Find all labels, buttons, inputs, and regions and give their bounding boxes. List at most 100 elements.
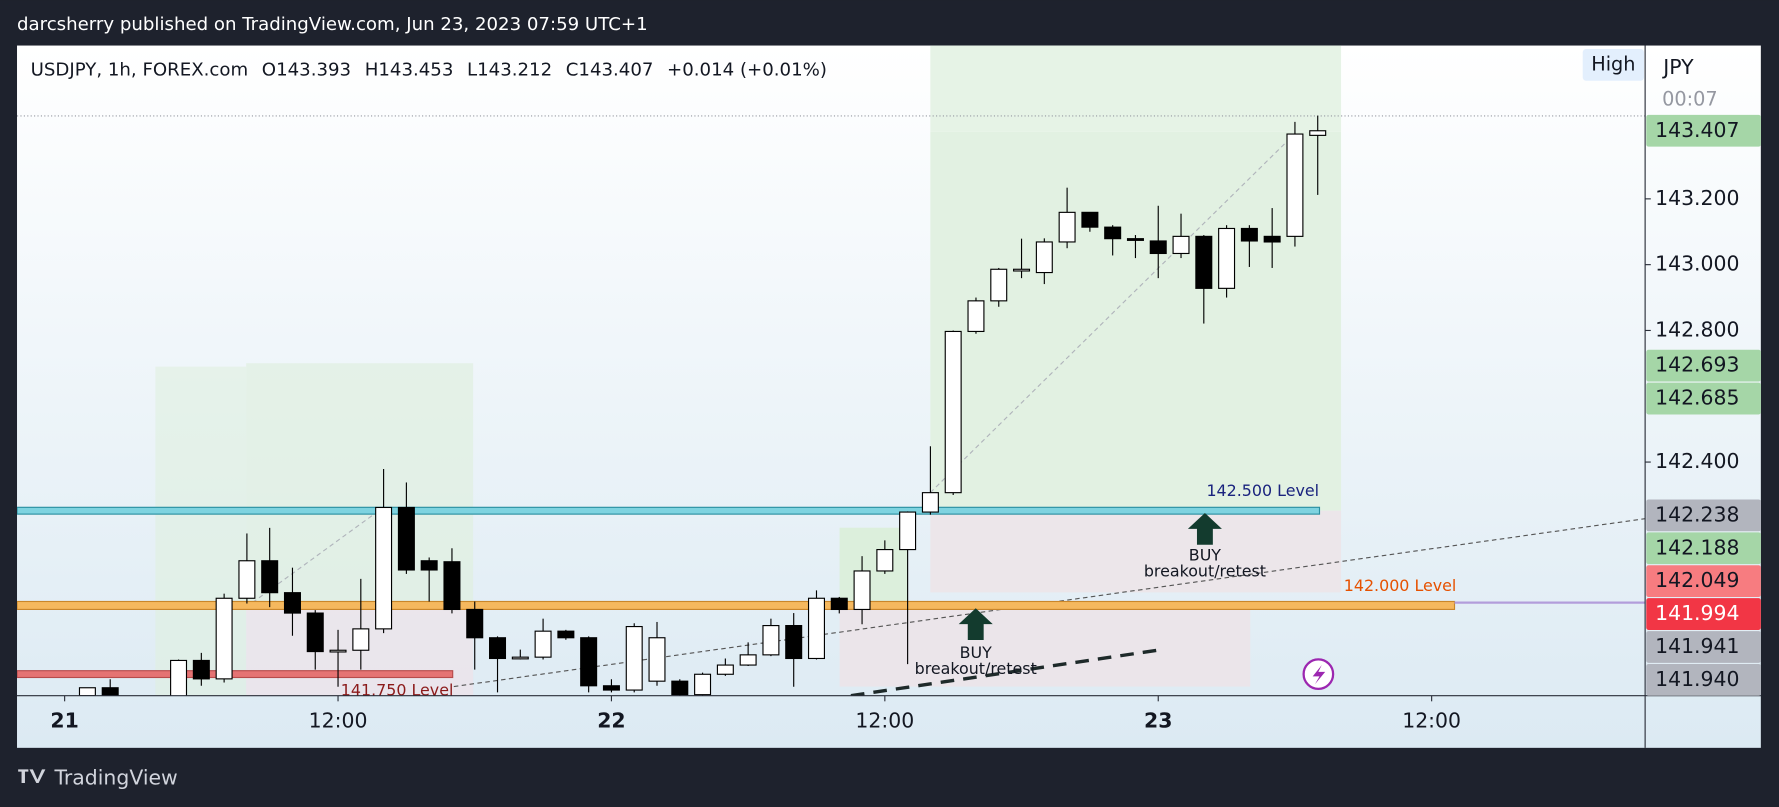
annotation: 141.750 Level: [341, 681, 454, 700]
price-label: [1646, 532, 1761, 565]
brand: TradingView: [53, 765, 177, 789]
price-label: [1646, 598, 1761, 630]
annotation: breakout/retest: [1144, 561, 1266, 580]
x-tick-label: 22: [597, 709, 625, 733]
high-button-label[interactable]: High: [1591, 52, 1635, 75]
candle-body: [511, 656, 529, 660]
symbol: USDJPY, 1h, FOREX.com: [31, 60, 249, 81]
price-label-text: 142.685: [1655, 386, 1739, 410]
level-line: [17, 600, 1456, 610]
candle-body: [785, 625, 803, 660]
x-tick-label: 21: [50, 709, 78, 733]
zone: [839, 604, 1251, 687]
level-line: [17, 670, 454, 679]
candle-body: [534, 630, 552, 658]
candle-body: [739, 654, 757, 666]
price-label-text: 141.994: [1655, 601, 1739, 625]
candle-body: [420, 560, 438, 571]
candle-body: [352, 628, 370, 651]
annotation: BUY: [960, 643, 993, 662]
y-tick-label: 142.800: [1655, 317, 1739, 341]
candle-body: [238, 560, 256, 599]
candle-body: [1126, 238, 1144, 241]
candle-body: [944, 330, 962, 494]
price-label-text: 141.940: [1655, 667, 1739, 691]
candle-body: [648, 637, 666, 682]
candle-body: [899, 511, 917, 551]
candle-body: [807, 597, 825, 660]
zone: [930, 131, 1342, 511]
price-label-text: 142.188: [1655, 535, 1739, 559]
candle-body: [1218, 227, 1236, 289]
candle-body: [671, 680, 689, 696]
candle-body: [215, 597, 233, 680]
candle-body: [762, 625, 780, 656]
candles: [78, 115, 1327, 696]
candle-body: [489, 637, 507, 660]
currency: JPY: [1661, 55, 1694, 79]
zone: [930, 510, 1342, 593]
zone: [246, 363, 474, 608]
candle-body: [101, 687, 119, 696]
y-tick-label: 143.000: [1655, 252, 1739, 276]
zone: [839, 527, 908, 605]
candle-body: [78, 687, 96, 696]
candle-body: [1081, 211, 1099, 228]
candle-body: [716, 664, 734, 675]
candle-body: [1013, 268, 1031, 272]
ohlc-legend: USDJPY, 1h, FOREX.com O143.393 H143.453 L14…: [31, 60, 827, 81]
annotation: BUY: [1189, 546, 1222, 565]
high-button[interactable]: [1582, 48, 1644, 81]
candle-body: [1240, 227, 1258, 242]
candle-body: [1195, 235, 1213, 289]
ohlc-value: O143.393: [262, 60, 351, 81]
logo-icon: [18, 769, 46, 784]
alert-icon-bolt: [1312, 665, 1326, 685]
candle-body: [853, 570, 871, 611]
candle-body: [170, 659, 188, 696]
y-tick-label: 142.400: [1655, 449, 1739, 473]
drawings: 142.500 Level 142.000 Level 141.750 Level B…: [17, 45, 1646, 700]
candle-body: [1149, 240, 1167, 255]
arrow: [1187, 512, 1222, 545]
axes: 143.200 143.000 142.800 142.400 21 12:00 22 12:…: [50, 114, 1761, 733]
annotation: breakout/retest: [915, 659, 1037, 678]
annotations: 142.500 Level 142.000 Level 141.750 Level B…: [341, 481, 1457, 700]
countdown: 00:07: [1662, 88, 1718, 111]
price-label: [1646, 565, 1761, 598]
price-label: [1646, 382, 1761, 415]
annotation: 142.000 Level: [1344, 576, 1457, 595]
candle-body: [1035, 241, 1053, 274]
y-tick-label: 143.200: [1655, 186, 1739, 210]
candle-body: [625, 625, 643, 691]
x-tick-label: 12:00: [1402, 709, 1461, 733]
candle-body: [306, 612, 324, 653]
candle-body: [192, 659, 210, 680]
annotation: 142.500 Level: [1206, 481, 1319, 500]
ohlc-value: +0.014 (+0.01%): [667, 60, 827, 81]
candle-body: [557, 630, 575, 639]
price-label: [1646, 114, 1761, 147]
candle-body: [443, 561, 461, 611]
trend-line: [929, 133, 1295, 493]
ohlc-value: L143.212: [467, 60, 552, 81]
candle-body: [1286, 133, 1304, 237]
candle-body: [261, 560, 279, 594]
price-label-text: 142.693: [1655, 353, 1739, 377]
zone: [930, 45, 1342, 132]
candle-body: [283, 592, 301, 614]
candle-body: [830, 597, 848, 611]
ohlc-value: C143.407: [566, 60, 654, 81]
level-line: [17, 506, 1321, 515]
candle-body: [1263, 235, 1281, 243]
x-tick-label: 12:00: [309, 709, 368, 733]
price-label-text: 141.941: [1655, 634, 1739, 658]
candle-body: [397, 506, 415, 571]
candle-body: [1172, 235, 1190, 255]
candle-body: [694, 673, 712, 696]
candle-body: [329, 649, 347, 653]
candle-body: [466, 608, 484, 639]
candle-body: [375, 506, 393, 630]
